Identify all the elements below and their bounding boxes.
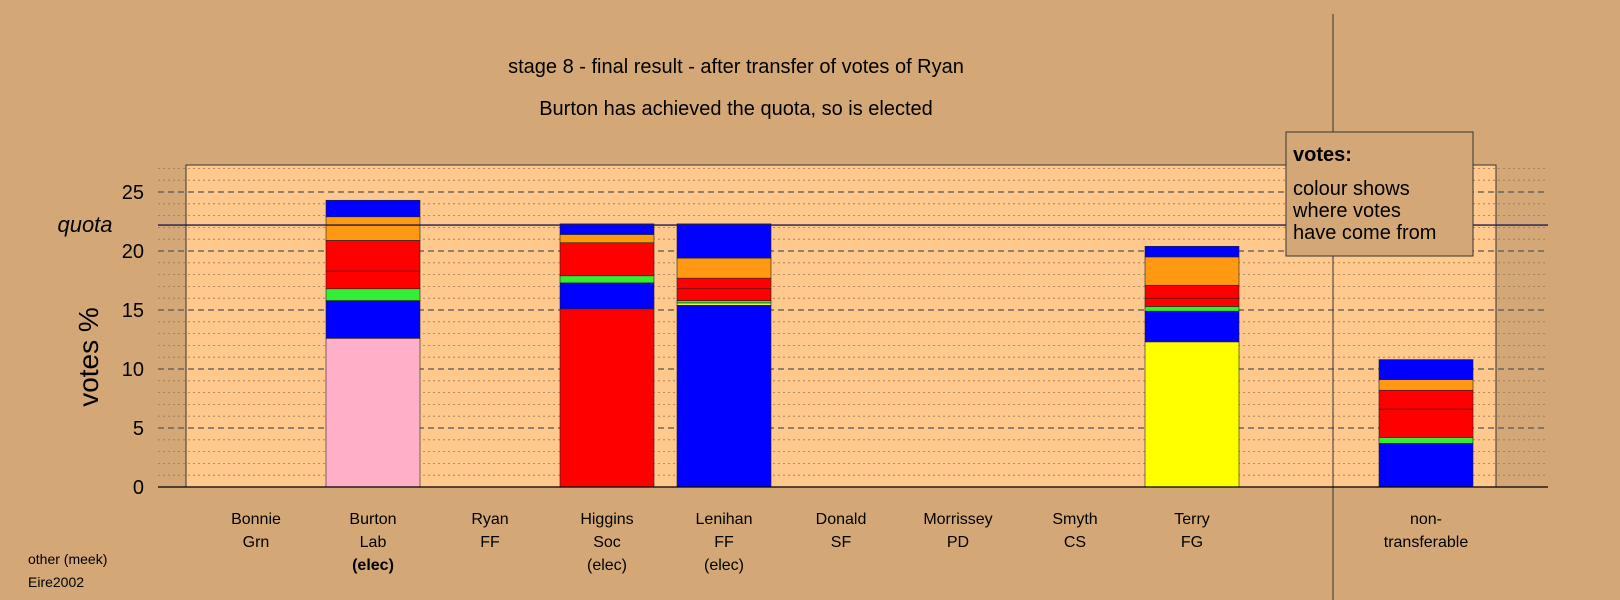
bar-segment-non-transferable-green — [1378, 437, 1474, 444]
candidate-status: (elec) — [704, 557, 744, 574]
bar-segment-lenihan-yellow — [676, 302, 772, 306]
candidate-label-lenihan: Lenihan FF (elec) — [696, 511, 753, 574]
bar-segment-terry-blue — [1144, 310, 1240, 343]
candidate-status: (elec) — [587, 557, 627, 574]
candidate-label-non-transferable: non-transferable — [1384, 511, 1469, 551]
bar-segment-burton-red — [325, 270, 421, 290]
bar-segment-higgins-red — [559, 308, 655, 488]
bar-segment-terry-orange — [1144, 256, 1240, 286]
candidate-party: PD — [947, 534, 969, 551]
chart-subtitle: Burton has achieved the quota, so is ele… — [539, 98, 933, 120]
candidate-name: Bonnie — [231, 511, 281, 528]
legend-heading: votes: — [1293, 144, 1352, 166]
legend-box: votes: colour shows where votes have com… — [1285, 131, 1474, 257]
bar-segment-non-transferable-blue — [1378, 443, 1474, 488]
y-tick-label: 5 — [133, 418, 144, 440]
candidate-party: Soc — [593, 534, 621, 551]
candidate-label-donald: Donald SF — [816, 511, 867, 551]
candidate-party: FF — [480, 534, 500, 551]
bar-segment-burton-green — [325, 288, 421, 301]
legend-line-1: colour shows — [1293, 178, 1410, 200]
candidate-name: Ryan — [471, 511, 508, 528]
legend-line-2: where votes — [1292, 200, 1401, 222]
bar-segment-terry-red — [1144, 297, 1240, 307]
bar-segment-terry-yellow — [1144, 341, 1240, 488]
bar-segment-burton-pink — [325, 338, 421, 488]
candidate-name: Smyth — [1052, 511, 1097, 528]
candidate-party: Lab — [360, 534, 387, 551]
y-axis-ticks: 0 5 10 15 20 25 — [122, 182, 144, 499]
candidate-name: Morrissey — [923, 511, 992, 528]
candidate-label-morrissey: Morrissey PD — [923, 511, 992, 551]
candidate-name: Terry — [1174, 511, 1210, 528]
bar-segment-higgins-orange — [559, 234, 655, 244]
candidate-labels: Bonnie Grn Burton Lab (elec) Ryan FF Higgins Soc… — [231, 511, 1468, 574]
candidate-label-burton: Burton Lab (elec) — [349, 511, 396, 574]
y-axis-label: votes % — [73, 307, 104, 407]
bar-segment-higgins-red — [559, 242, 655, 277]
candidate-label-smyth: Smyth CS — [1052, 511, 1097, 551]
non-transferable-label-1: non- — [1410, 511, 1442, 528]
y-tick-label: 20 — [122, 241, 144, 263]
bar-segment-lenihan-orange — [676, 257, 772, 279]
candidate-name: Donald — [816, 511, 867, 528]
candidate-name: Higgins — [580, 511, 633, 528]
candidate-name: Burton — [349, 511, 396, 528]
candidate-label-ryan: Ryan FF — [471, 511, 508, 551]
quota-label: quota — [57, 212, 112, 237]
bar-segment-non-transferable-orange — [1378, 379, 1474, 391]
candidate-status: (elec) — [352, 557, 394, 574]
y-tick-label: 15 — [122, 300, 144, 322]
bar-segment-burton-orange — [325, 216, 421, 241]
bar-segment-burton-blue — [325, 199, 421, 218]
bar-segment-terry-red — [1144, 284, 1240, 299]
candidate-party: FF — [714, 534, 734, 551]
candidate-party: Grn — [243, 534, 270, 551]
chart-title: stage 8 - final result - after transfer … — [508, 56, 964, 78]
bar-segment-non-transferable-red — [1378, 389, 1474, 410]
candidate-name: Lenihan — [696, 511, 753, 528]
bar-segment-higgins-blue — [559, 282, 655, 310]
candidate-party: CS — [1064, 534, 1086, 551]
bar-segment-terry-blue — [1144, 245, 1240, 258]
non-transferable-label-2: transferable — [1384, 534, 1469, 551]
bar-segment-lenihan-blue — [676, 304, 772, 488]
candidate-party: FG — [1181, 534, 1203, 551]
y-tick-label: 10 — [122, 359, 144, 381]
candidate-label-terry: Terry FG — [1174, 511, 1210, 551]
candidate-party: SF — [831, 534, 852, 551]
footer-method: other (meek) — [28, 551, 108, 567]
bar-segment-terry-green — [1144, 306, 1240, 312]
candidate-label-bonnie: Bonnie Grn — [231, 511, 281, 551]
candidate-label-higgins: Higgins Soc (elec) — [580, 511, 633, 574]
bar-segment-burton-blue — [325, 300, 421, 339]
bar-segment-lenihan-blue — [676, 223, 772, 259]
bar-segment-lenihan-red — [676, 277, 772, 290]
bar-segment-lenihan-green — [676, 300, 772, 304]
bars — [325, 199, 1474, 488]
bar-segment-higgins-green — [559, 275, 655, 284]
bar-segment-higgins-blue — [559, 223, 655, 235]
bar-segment-non-transferable-blue — [1378, 359, 1474, 380]
bar-segment-burton-red — [325, 240, 421, 272]
legend-line-3: have come from — [1293, 222, 1436, 244]
y-tick-label: 25 — [122, 182, 144, 204]
y-tick-label: 0 — [133, 477, 144, 499]
bar-segment-lenihan-red — [676, 288, 772, 301]
footer-dataset: Eire2002 — [28, 574, 85, 590]
bar-segment-non-transferable-red — [1378, 408, 1474, 438]
